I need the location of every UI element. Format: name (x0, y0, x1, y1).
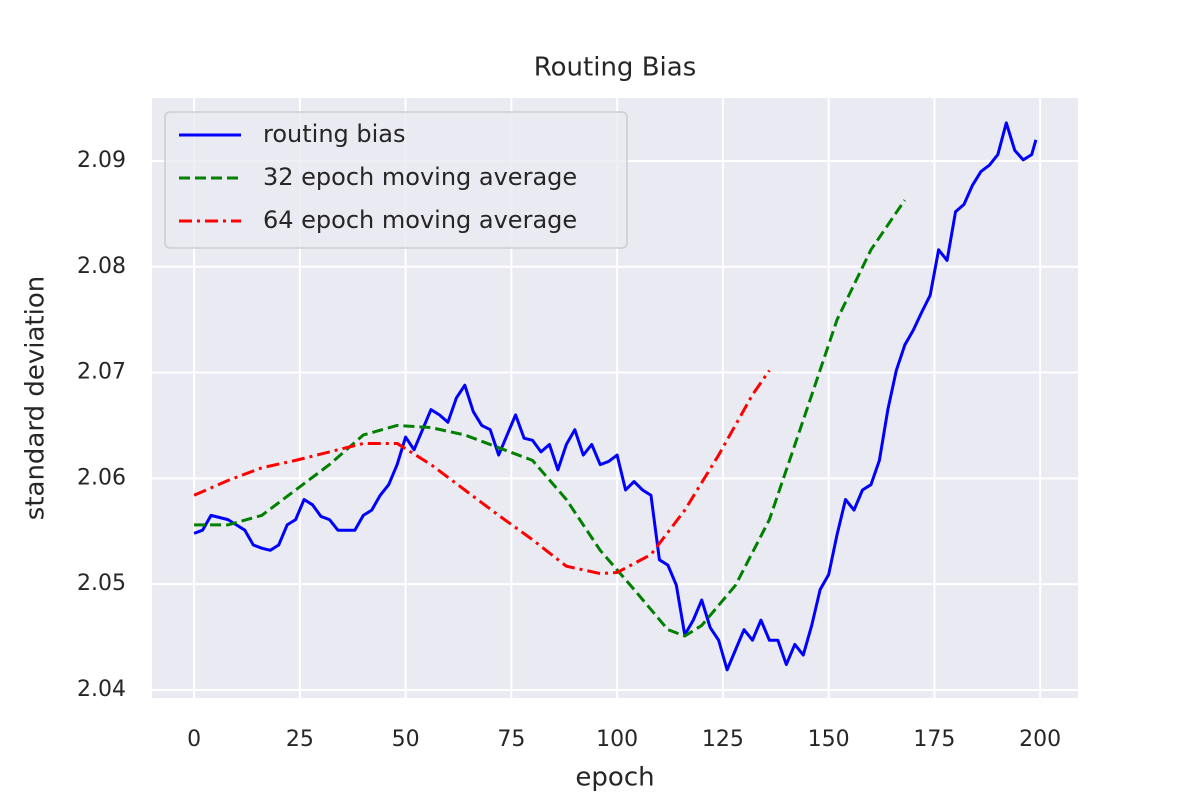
x-tick-label: 200 (1019, 727, 1061, 752)
legend-label: routing bias (263, 120, 406, 148)
x-axis-label: epoch (575, 763, 654, 793)
y-tick-label: 2.08 (77, 254, 126, 279)
x-tick-label: 0 (187, 727, 201, 752)
x-tick-label: 50 (392, 727, 420, 752)
series-line (193, 369, 771, 576)
y-tick-label: 2.04 (77, 677, 126, 702)
x-tick-label: 150 (808, 727, 850, 752)
series-line (193, 121, 1038, 672)
legend-label: 64 epoch moving average (263, 206, 577, 234)
y-tick-label: 2.06 (77, 465, 126, 490)
chart-title: Routing Bias (534, 53, 697, 83)
y-tick-label: 2.07 (77, 360, 126, 385)
legend-label: 32 epoch moving average (263, 163, 577, 191)
legend-box (164, 111, 628, 249)
y-axis-label: standard deviation (21, 276, 51, 520)
x-tick-label: 75 (497, 727, 525, 752)
x-tick-label: 175 (913, 727, 955, 752)
series-line (194, 199, 907, 638)
y-tick-label: 2.09 (77, 148, 126, 173)
x-tick-label: 100 (596, 727, 638, 752)
x-tick-label: 25 (286, 727, 314, 752)
y-tick-label: 2.05 (77, 571, 126, 596)
x-tick-label: 125 (702, 727, 744, 752)
